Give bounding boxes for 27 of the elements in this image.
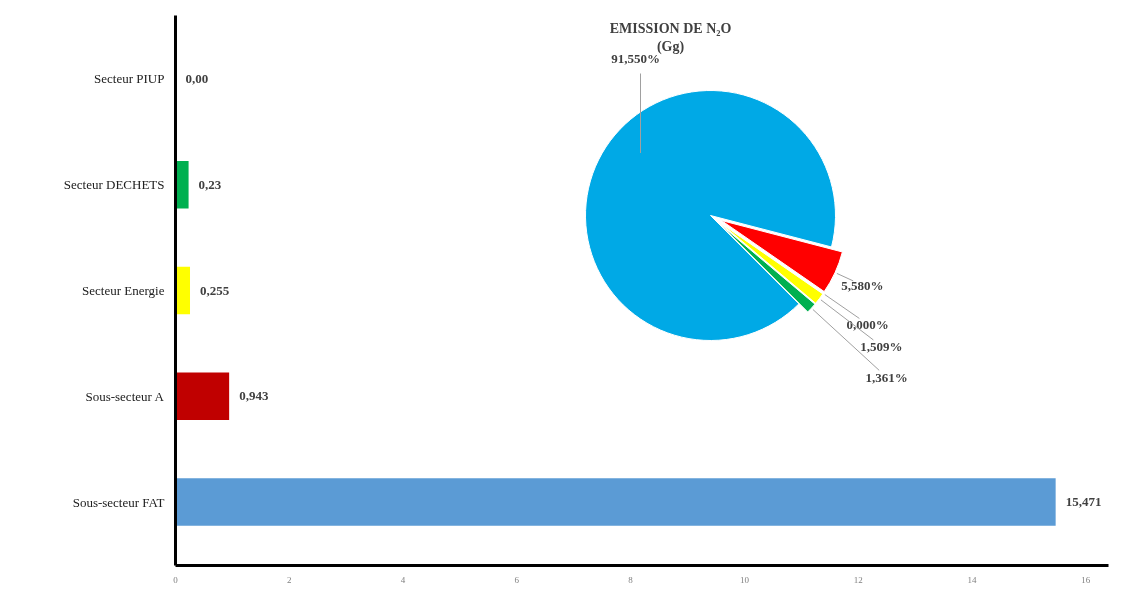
text: 0,000% [846,316,889,332]
y-tick-label: Secteur PIUP [94,71,165,87]
bar [175,160,189,209]
data-label: 15,471 [1065,494,1102,510]
x-tick-label: 8 [628,574,634,585]
y-tick-label: Secteur DECHETS [63,177,165,193]
x-tick-label: 4 [400,574,406,585]
x-tick-label: 12 [853,574,863,585]
y-tick-label: Sous-secteur A [85,388,165,404]
x-tick-label: 10 [739,574,750,585]
y-tick-label: Secteur Energie [82,283,165,298]
x-tick-label: 0 [173,574,179,585]
data-label: 5,580% [841,277,884,293]
x-tick-label: 2 [287,574,292,585]
bar [175,372,230,421]
bar [175,478,1056,526]
x-tick-label: 6 [514,574,520,585]
chart-title: EMISSION DE N₂O (Gg) [609,20,732,55]
y-tick-label: Sous-secteur FAT [72,494,165,510]
data-label: 0,255 [200,282,230,298]
x-tick-label: 14 [967,574,977,585]
data-label: 1,509% [860,338,903,354]
x-tick-label: 16 [1081,574,1091,585]
data-label: 0,943 [239,388,269,404]
data-label: 0,23 [198,176,222,192]
data-label: 1,361% [865,369,908,385]
data-label: 0,00 [185,70,209,86]
